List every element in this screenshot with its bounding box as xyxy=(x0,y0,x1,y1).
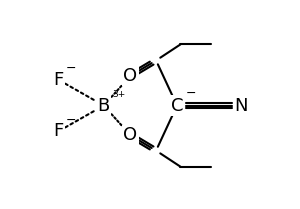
Text: −: − xyxy=(65,113,76,126)
Text: F: F xyxy=(53,71,64,89)
Text: −: − xyxy=(65,62,76,75)
Text: N: N xyxy=(234,97,248,115)
Text: B: B xyxy=(98,97,110,115)
Text: O: O xyxy=(123,67,138,85)
Text: 3+: 3+ xyxy=(112,90,126,99)
Text: O: O xyxy=(123,126,138,144)
Text: F: F xyxy=(53,122,64,140)
Text: C: C xyxy=(171,97,183,115)
Text: −: − xyxy=(186,87,196,99)
